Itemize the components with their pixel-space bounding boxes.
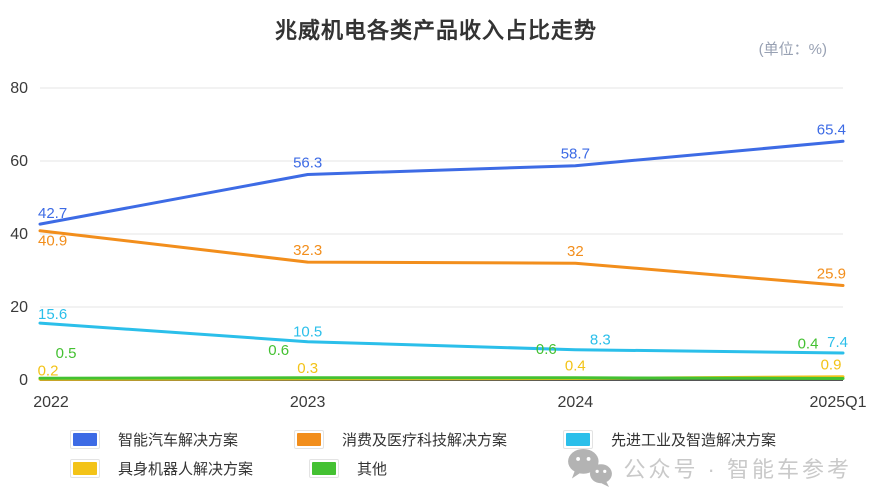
legend-swatch-color	[73, 462, 97, 475]
data-label: 0.9	[821, 357, 842, 374]
legend-label: 消费及医疗科技解决方案	[342, 432, 508, 449]
unit-label: (单位：%)	[758, 41, 827, 58]
legend-swatch	[70, 430, 100, 449]
legend-item-1: 消费及医疗科技解决方案	[294, 429, 507, 450]
legend-item-4: 其他	[309, 458, 387, 479]
wechat-icon	[568, 448, 613, 488]
y-tick-label: 20	[10, 299, 28, 316]
legend-swatch	[70, 459, 100, 478]
watermark-text: 公众号 · 智能车参考	[623, 457, 852, 482]
data-label: 65.4	[817, 121, 846, 138]
series-line-0	[38, 139, 845, 226]
data-label: 58.7	[561, 146, 590, 163]
legend-swatch-color	[312, 462, 337, 475]
legend-row-2: 具身机器人解决方案 其他	[70, 458, 776, 479]
data-label: 0.4	[565, 358, 586, 375]
data-label: 25.9	[817, 265, 846, 282]
legend-swatch-color	[566, 433, 591, 446]
watermark: 公众号 · 智能车参考	[567, 448, 852, 488]
data-label: 0.5	[56, 345, 77, 362]
data-label: 8.3	[590, 332, 611, 349]
series-line-2	[38, 321, 845, 355]
line-chart: 0 20 40 60 80 2022 2023 2024 2025Q1 42.7 56.3 58.7 6…	[10, 80, 867, 411]
y-tick-label: 60	[10, 153, 28, 170]
data-label: 7.4	[827, 334, 848, 351]
data-label: 32	[567, 243, 584, 260]
x-tick-label: 2022	[33, 394, 69, 411]
legend-row-1: 智能汽车解决方案 消费及医疗科技解决方案 先进工业及智造解决方案	[70, 429, 776, 450]
data-label: 0.6	[268, 342, 289, 359]
legend-swatch-color	[73, 433, 97, 446]
legend-item-0: 智能汽车解决方案	[70, 429, 238, 450]
data-label: 0.4	[798, 336, 819, 353]
legend-swatch	[563, 430, 594, 449]
series-line-4	[38, 376, 845, 380]
legend-swatch	[294, 430, 325, 449]
data-label: 0.2	[38, 362, 59, 379]
data-label: 40.9	[38, 233, 67, 250]
data-label: 56.3	[293, 155, 322, 172]
data-label: 0.3	[297, 360, 318, 377]
y-tick-label: 80	[10, 80, 28, 97]
data-label: 0.6	[536, 341, 557, 358]
legend-item-3: 具身机器人解决方案	[70, 458, 253, 479]
x-tick-label: 2023	[290, 394, 326, 411]
legend-swatch	[309, 459, 340, 478]
series-line-1	[38, 229, 845, 287]
data-label: 10.5	[293, 324, 322, 341]
legend-label: 智能汽车解决方案	[118, 432, 239, 449]
legend-label: 其他	[357, 461, 388, 478]
chart-legend: 智能汽车解决方案 消费及医疗科技解决方案 先进工业及智造解决方案 具身机器人解决方案…	[70, 429, 776, 479]
y-tick-label: 0	[19, 372, 28, 389]
x-tick-label: 2024	[558, 394, 594, 411]
legend-label: 先进工业及智造解决方案	[611, 432, 777, 449]
data-label: 32.3	[293, 242, 322, 259]
data-label: 15.6	[38, 306, 67, 323]
x-tick-label: 2025Q1	[810, 394, 867, 411]
y-tick-label: 40	[10, 226, 28, 243]
legend-label: 具身机器人解决方案	[118, 461, 254, 478]
legend-swatch-color	[297, 433, 322, 446]
legend-item-2: 先进工业及智造解决方案	[563, 429, 776, 450]
data-label: 42.7	[38, 205, 67, 222]
chart-title: 兆威机电各类产品收入占比走势	[274, 18, 597, 43]
